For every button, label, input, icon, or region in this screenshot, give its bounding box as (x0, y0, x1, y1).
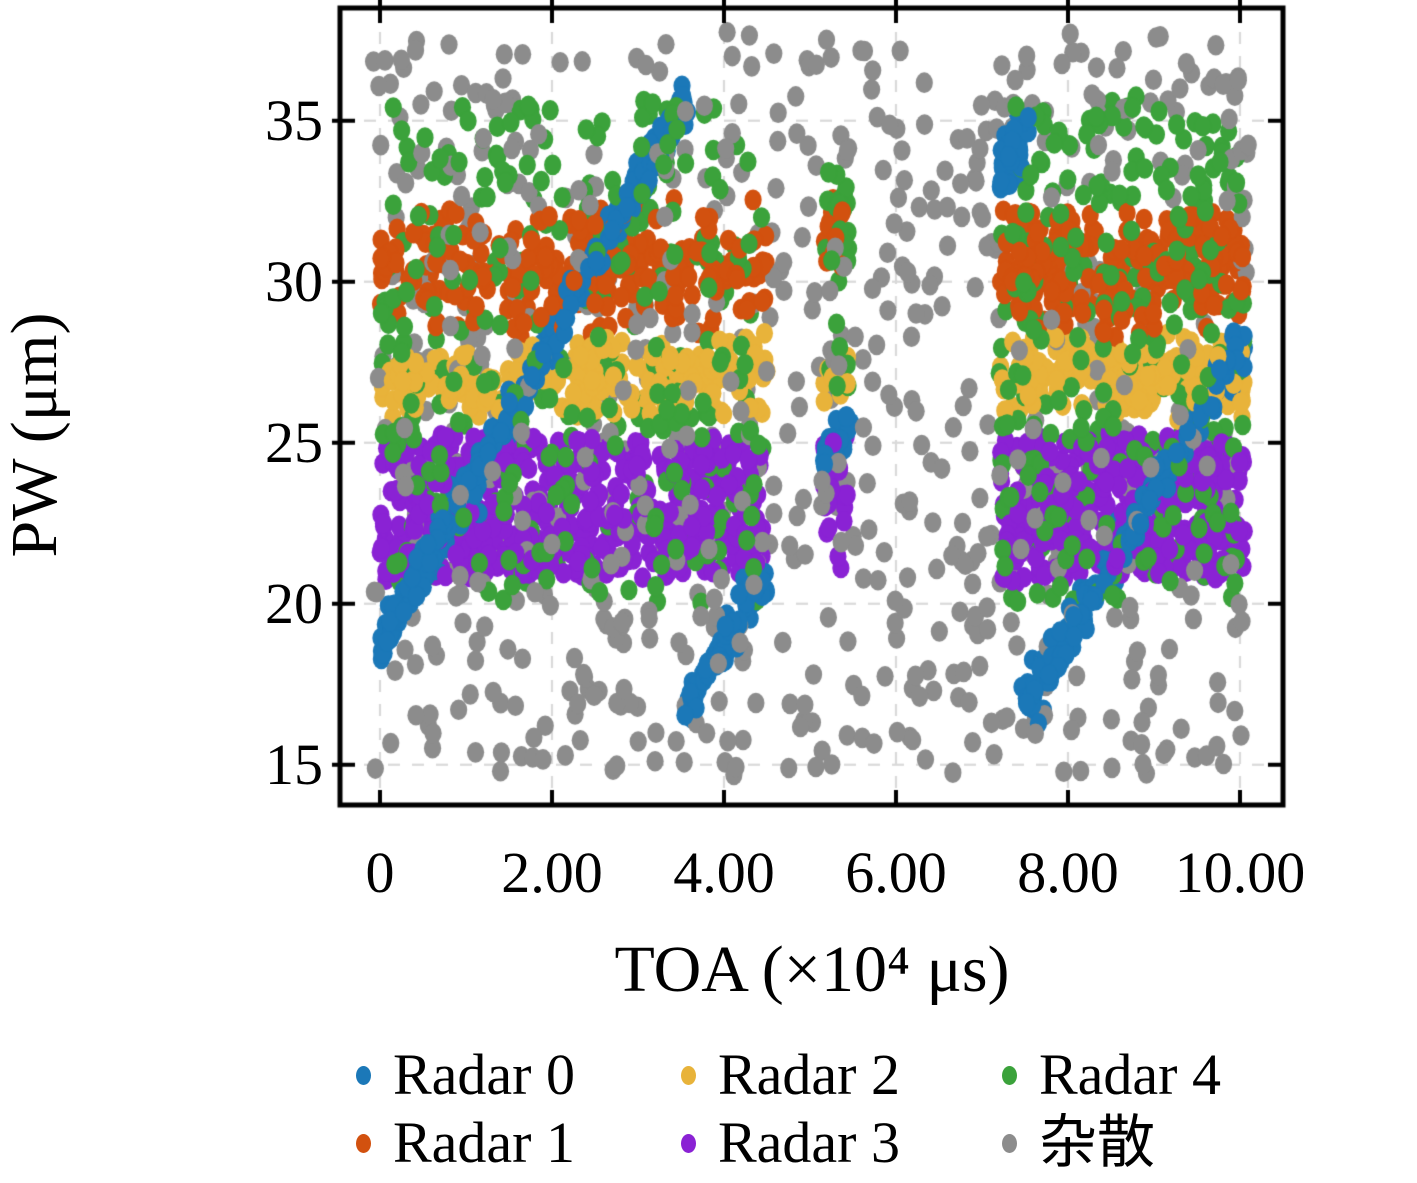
legend-label-radar-3: Radar 3 (718, 1110, 900, 1175)
legend-dot-radar-1 (356, 1133, 371, 1153)
legend-item-radar-3: Radar 3 (681, 1112, 900, 1174)
y-tick-label-35: 35 (265, 88, 323, 153)
legend-label-clutter: 杂散 (1039, 1110, 1156, 1175)
legend-label-radar-2: Radar 2 (718, 1042, 900, 1107)
x-tick-label-0: 0 (365, 840, 395, 905)
legend-label-radar-0: Radar 0 (393, 1042, 575, 1107)
y-axis-title: PW (μm) (0, 312, 71, 558)
legend-dot-radar-0 (356, 1065, 371, 1085)
x-axis-title: TOA (×10⁴ μs) (614, 933, 1010, 1006)
legend-item-radar-2: Radar 2 (681, 1044, 900, 1106)
legend-item-clutter: 杂散 (1002, 1112, 1155, 1174)
legend-item-radar-1: Radar 1 (356, 1112, 575, 1174)
legend-dot-radar-3 (681, 1133, 696, 1153)
x-tick-label-10: 10.00 (1174, 840, 1306, 905)
legend-dot-radar-4 (1002, 1065, 1017, 1085)
legend-item-radar-0: Radar 0 (356, 1044, 575, 1106)
legend-label-radar-4: Radar 4 (1039, 1042, 1221, 1107)
y-tick-label-25: 25 (265, 410, 323, 475)
x-tick-label-8: 8.00 (1017, 840, 1119, 905)
y-tick-label-30: 30 (265, 249, 323, 314)
legend-item-radar-4: Radar 4 (1002, 1044, 1221, 1106)
legend-dot-clutter (1002, 1133, 1017, 1153)
x-tick-label-4: 4.00 (673, 840, 775, 905)
y-tick-label-20: 20 (265, 571, 323, 636)
x-tick-label-6: 6.00 (845, 840, 947, 905)
legend-dot-radar-2 (681, 1065, 696, 1085)
legend-label-radar-1: Radar 1 (393, 1110, 575, 1175)
x-tick-label-2: 2.00 (501, 840, 603, 905)
y-tick-label-15: 15 (265, 732, 323, 797)
